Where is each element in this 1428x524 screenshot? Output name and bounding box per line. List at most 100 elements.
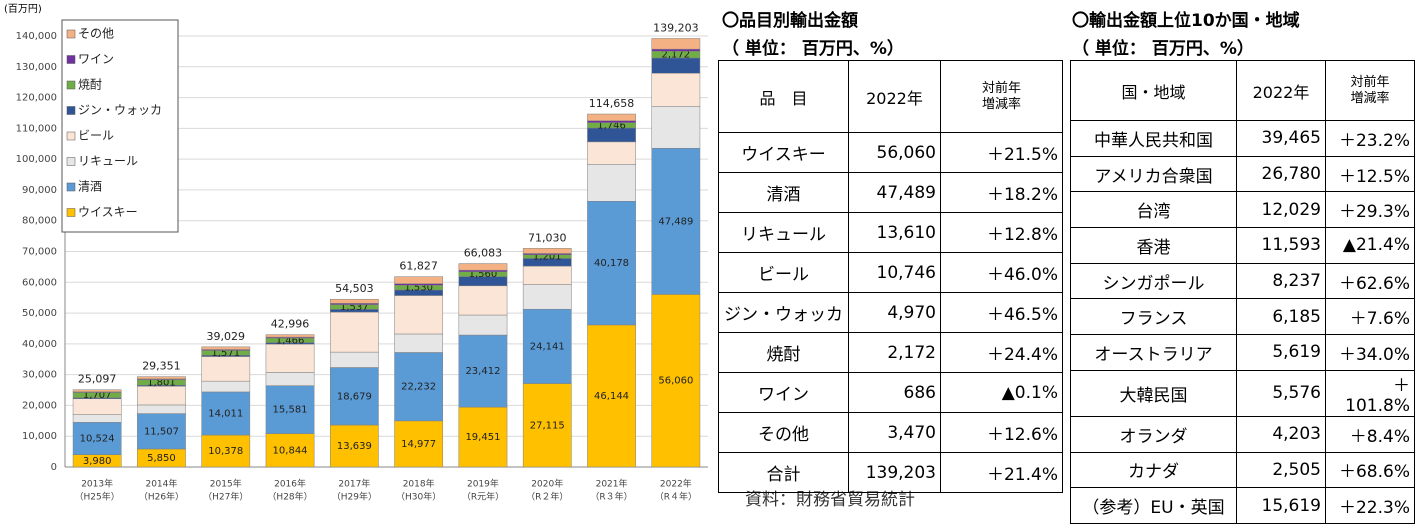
table-row: フランス 6,185 ＋7.6% bbox=[1070, 298, 1415, 336]
table-cell: 合計 bbox=[718, 452, 849, 493]
bar-segment bbox=[651, 72, 701, 107]
table-cell: ジン・ウォッカ bbox=[718, 292, 849, 333]
bar-segment bbox=[329, 298, 379, 304]
table-cell: ＋12.6% bbox=[940, 412, 1063, 453]
table-cell: 中華人民共和国 bbox=[1070, 120, 1237, 157]
bar-segment bbox=[329, 367, 379, 426]
bar-segment bbox=[587, 120, 636, 123]
total-label: 39,029 bbox=[207, 330, 246, 343]
data-label: 14,977 bbox=[401, 439, 436, 450]
table-row: 清酒 47,489 ＋18.2% bbox=[718, 172, 1063, 213]
table-cell: ＋12.5% bbox=[1325, 155, 1415, 193]
table-cell: 13,610 bbox=[848, 212, 941, 253]
table-cell: 56,060 bbox=[848, 132, 941, 173]
table-cell: 5,576 bbox=[1236, 369, 1326, 417]
bar-segment bbox=[72, 422, 122, 455]
data-label: 1,746 bbox=[597, 120, 626, 131]
table-title: 〇品目別輸出金額 bbox=[722, 11, 858, 31]
bar-segment bbox=[137, 413, 186, 450]
bar-segment bbox=[394, 420, 444, 468]
data-label: 1,571 bbox=[211, 348, 240, 359]
data-label: 19,451 bbox=[465, 432, 500, 443]
bar-segment bbox=[651, 48, 701, 52]
table-row: 大韓民国 5,576 ＋101.8% bbox=[1070, 369, 1415, 417]
table-cell: 11,593 bbox=[1236, 227, 1326, 264]
legend-label: ジン・ウォッカ bbox=[78, 103, 162, 117]
x-tick-label: 2019年 bbox=[467, 478, 499, 490]
bar-segment bbox=[137, 404, 186, 414]
total-label: 25,097 bbox=[78, 373, 117, 386]
table-row: ワイン 686 ▲0.1% bbox=[718, 372, 1063, 413]
x-tick-sublabel: （R元年） bbox=[462, 491, 504, 503]
bar-segment bbox=[522, 248, 572, 254]
data-label: 10,844 bbox=[273, 445, 308, 456]
data-label: 47,489 bbox=[658, 216, 693, 227]
table-row: 中華人民共和国 39,465 ＋23.2% bbox=[1070, 120, 1415, 157]
total-label: 66,083 bbox=[464, 247, 503, 260]
table-cell: 3,470 bbox=[848, 412, 941, 453]
bar-segment bbox=[201, 356, 251, 382]
x-tick-sublabel: （R２年） bbox=[526, 491, 568, 503]
bar-segment bbox=[201, 434, 251, 468]
legend-swatch bbox=[66, 29, 76, 39]
table-cell: カナダ bbox=[1070, 451, 1237, 489]
table-cell: （参考）EU・英国 bbox=[1070, 487, 1237, 524]
data-label: 13,639 bbox=[337, 441, 372, 452]
y-tick-label: 60,000 bbox=[22, 277, 57, 288]
bar-segment bbox=[137, 385, 186, 406]
y-tick-label: 0 bbox=[51, 462, 57, 473]
y-tick-label: 20,000 bbox=[22, 400, 57, 411]
table-cell: 6,185 bbox=[1236, 298, 1326, 336]
x-tick-sublabel: （H30年） bbox=[396, 491, 441, 503]
data-label: 1,201 bbox=[533, 252, 562, 263]
legend-label: その他 bbox=[78, 27, 114, 41]
data-label: 1,537 bbox=[340, 302, 369, 313]
table-cell: ＋46.5% bbox=[940, 292, 1063, 333]
table-cell: 2022年 bbox=[1236, 60, 1326, 121]
legend-label: 清酒 bbox=[78, 180, 102, 194]
table-cell: 8,237 bbox=[1236, 262, 1326, 300]
legend-label: ワイン bbox=[78, 52, 114, 66]
data-label: 40,178 bbox=[594, 258, 629, 269]
data-label: 1,466 bbox=[276, 335, 305, 346]
table-row: リキュール 13,610 ＋12.8% bbox=[718, 212, 1063, 253]
bar-segment bbox=[137, 376, 186, 380]
legend-swatch bbox=[66, 131, 76, 141]
table-cell: その他 bbox=[718, 412, 849, 453]
bar-segment bbox=[651, 38, 701, 50]
table-row: その他 3,470 ＋12.6% bbox=[718, 412, 1063, 453]
data-label: 23,412 bbox=[465, 366, 500, 377]
table-cell: 39,465 bbox=[1236, 120, 1326, 157]
bar-segment bbox=[587, 113, 636, 122]
bar-segment bbox=[522, 383, 572, 468]
chart: (百万円) 0 10,000 20,000 30,000 40,000 50,000 60,… bbox=[4, 3, 708, 503]
table-cell: ビール bbox=[718, 252, 849, 293]
legend-swatch bbox=[66, 106, 76, 115]
bar-segment bbox=[651, 106, 701, 149]
total-label: 114,658 bbox=[589, 97, 635, 110]
x-tick-label: 2017年 bbox=[338, 478, 370, 490]
table-cell: オランダ bbox=[1070, 415, 1237, 453]
data-label: 10,524 bbox=[80, 434, 115, 445]
table-unit: （ 単位： 百万円、%） bbox=[1072, 39, 1254, 59]
total-label: 61,827 bbox=[399, 260, 438, 273]
table-cell: 焼酎 bbox=[718, 332, 849, 373]
bar-segment bbox=[522, 284, 572, 310]
table-cell: ＋7.6% bbox=[1325, 298, 1415, 336]
y-tick-label: 120,000 bbox=[16, 93, 57, 104]
y-tick-label: 40,000 bbox=[22, 339, 57, 350]
data-label: 1,801 bbox=[147, 377, 176, 388]
x-tick-label: 2013年 bbox=[81, 478, 113, 490]
bar-segment bbox=[265, 334, 315, 338]
data-label: 11,507 bbox=[144, 426, 179, 437]
y-tick-label: 100,000 bbox=[16, 154, 57, 165]
table-row: ビール 10,746 ＋46.0% bbox=[718, 252, 1063, 293]
x-tick-label: 2018年 bbox=[403, 478, 435, 490]
y-tick-label: 30,000 bbox=[22, 370, 57, 381]
table-cell: リキュール bbox=[718, 212, 849, 253]
legend-label: ビール bbox=[78, 129, 114, 143]
x-tick-sublabel: （H25年） bbox=[75, 491, 120, 503]
bar-segment bbox=[458, 285, 508, 316]
legend-label: 焼酎 bbox=[78, 77, 102, 92]
bar-segment bbox=[394, 295, 444, 335]
